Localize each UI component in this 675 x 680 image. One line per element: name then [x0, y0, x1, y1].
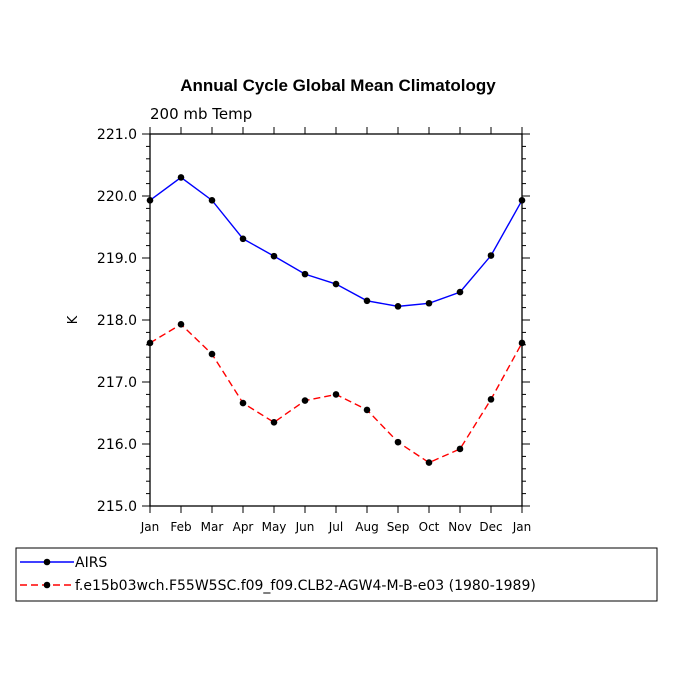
- x-tick-label: Oct: [419, 520, 440, 534]
- data-point: [177, 321, 185, 328]
- data-point: [239, 235, 247, 243]
- axes: 215.0 216.0 217.0 218.0 219.0 220.0 221.0 Jan Fe…: [97, 127, 531, 534]
- data-point: [270, 252, 278, 260]
- y-tick-label: 220.0: [97, 189, 137, 205]
- data-point: [487, 252, 495, 259]
- y-tick-label: 217.0: [97, 375, 137, 391]
- data-point: [332, 280, 340, 288]
- y-tick-label: 216.0: [97, 437, 137, 453]
- data-point: [301, 270, 309, 278]
- data-point: [270, 419, 278, 426]
- legend: AIRS f.e15b03wch.F55W5SC.f09_f09.CLB2-AGW…: [15, 547, 658, 602]
- data-point: [363, 297, 371, 305]
- data-point: [425, 299, 433, 307]
- y-axis-label: K: [66, 315, 81, 324]
- series-layer: [146, 174, 526, 466]
- legend-marker-2: [43, 581, 51, 589]
- y-tick-label: 221.0: [97, 127, 137, 143]
- chart-subtitle: 200 mb Temp: [150, 105, 252, 123]
- series-1: [146, 174, 526, 310]
- data-point: [146, 197, 154, 204]
- data-point: [363, 406, 371, 414]
- x-tick-label: Dec: [479, 520, 502, 534]
- x-tick-label: Mar: [201, 520, 224, 534]
- data-point: [146, 339, 154, 347]
- data-point: [518, 339, 526, 347]
- data-point: [239, 399, 247, 407]
- x-tick-label: Feb: [170, 520, 191, 534]
- legend-marker-1: [43, 558, 51, 566]
- data-point: [394, 438, 402, 446]
- data-point: [301, 397, 309, 404]
- x-tick-label: Jan: [140, 520, 160, 534]
- x-tick-label: Jul: [328, 520, 343, 534]
- data-point: [177, 174, 185, 181]
- data-point: [456, 288, 464, 296]
- y-tick-label: 219.0: [97, 251, 137, 267]
- data-point: [332, 391, 340, 398]
- x-tick-label: Apr: [233, 520, 254, 534]
- chart-title: Annual Cycle Global Mean Climatology: [180, 76, 496, 95]
- data-point: [425, 459, 433, 466]
- x-tick-label: Aug: [355, 520, 378, 534]
- data-point: [208, 350, 216, 358]
- x-tick-label: May: [262, 520, 287, 534]
- data-point: [456, 445, 464, 453]
- plot-frame: [149, 133, 523, 507]
- x-tick-label: Sep: [387, 520, 410, 534]
- legend-label-1: AIRS: [75, 555, 107, 571]
- y-tick-label: 218.0: [97, 313, 137, 329]
- data-point: [487, 396, 495, 403]
- legend-box: [15, 547, 658, 602]
- y-tick-label: 215.0: [97, 499, 137, 515]
- data-point: [518, 197, 526, 204]
- x-tick-label: Jan: [512, 520, 532, 534]
- series-2: [146, 321, 526, 466]
- legend-label-2: f.e15b03wch.F55W5SC.f09_f09.CLB2-AGW4-M-…: [75, 578, 536, 594]
- x-tick-label: Jun: [295, 520, 315, 534]
- data-point: [394, 303, 402, 310]
- x-tick-label: Nov: [448, 520, 471, 534]
- data-point: [208, 197, 216, 204]
